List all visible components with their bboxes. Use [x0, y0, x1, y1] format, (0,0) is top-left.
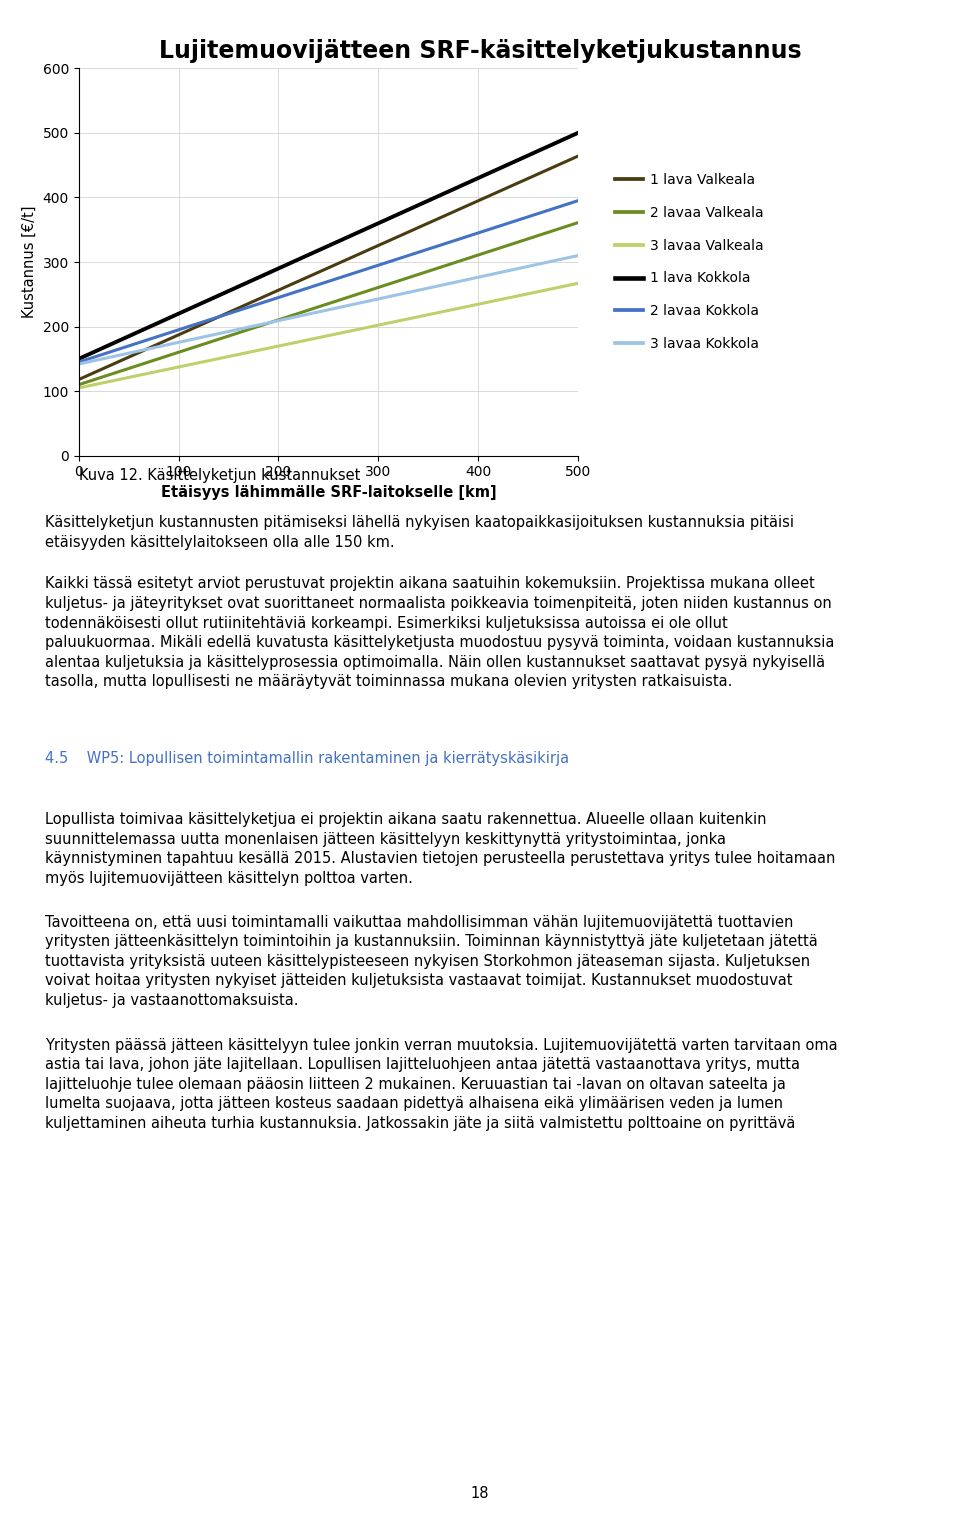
1 lava Kokkola: [525, 144, 537, 163]
3 lavaa Kokkola: [378, 289, 390, 307]
1 lava Valkeala: [378, 234, 390, 252]
1 lava Valkeala: [371, 237, 382, 255]
1 lava Kokkola: [493, 159, 505, 178]
Text: Käsittelyketjun kustannusten pitämiseksi lähellä nykyisen kaatopaikkasijoituksen: Käsittelyketjun kustannusten pitämiseksi…: [45, 515, 794, 550]
3 lavaa Kokkola: [572, 246, 584, 264]
Text: Yritysten päässä jätteen käsittelyyn tulee jonkin verran muutoksia. Lujitemuovij: Yritysten päässä jätteen käsittelyyn tul…: [45, 1037, 838, 1132]
3 lavaa Valkeala: [369, 317, 380, 336]
1 lava Valkeala: [75, 369, 86, 387]
Line: 1 lava Valkeala: 1 lava Valkeala: [79, 156, 578, 380]
1 lava Kokkola: [73, 349, 84, 368]
2 lavaa Valkeala: [378, 276, 390, 295]
2 lavaa Valkeala: [493, 238, 505, 257]
1 lava Kokkola: [75, 349, 86, 368]
2 lavaa Valkeala: [572, 214, 584, 232]
2 lavaa Kokkola: [493, 217, 505, 235]
1 lava Kokkola: [371, 216, 382, 234]
2 lavaa Kokkola: [369, 257, 380, 275]
Line: 3 lavaa Valkeala: 3 lavaa Valkeala: [79, 284, 578, 387]
3 lavaa Kokkola: [525, 257, 537, 275]
1 lava Valkeala: [369, 238, 380, 257]
2 lavaa Valkeala: [371, 279, 382, 298]
Text: Lujitemuovijätteen SRF-käsittelyketjukustannus: Lujitemuovijätteen SRF-käsittelyketjukus…: [158, 39, 802, 62]
Y-axis label: Kustannus [€/t]: Kustannus [€/t]: [22, 205, 37, 319]
Text: 18: 18: [470, 1486, 490, 1501]
2 lavaa Valkeala: [525, 229, 537, 248]
3 lavaa Valkeala: [378, 314, 390, 333]
X-axis label: Etäisyys lähimmälle SRF-laitokselle [km]: Etäisyys lähimmälle SRF-laitokselle [km]: [160, 485, 496, 500]
2 lavaa Valkeala: [73, 375, 84, 393]
1 lava Valkeala: [73, 371, 84, 389]
3 lavaa Valkeala: [493, 290, 505, 308]
3 lavaa Valkeala: [371, 316, 382, 334]
Line: 2 lavaa Valkeala: 2 lavaa Valkeala: [79, 223, 578, 384]
1 lava Valkeala: [493, 182, 505, 201]
Text: Kuva 12. Käsittelyketjun kustannukset: Kuva 12. Käsittelyketjun kustannukset: [79, 468, 360, 483]
2 lavaa Kokkola: [525, 207, 537, 225]
Text: 4.5    WP5: Lopullisen toimintamallin rakentaminen ja kierrätyskäsikirja: 4.5 WP5: Lopullisen toimintamallin raken…: [45, 750, 569, 766]
2 lavaa Kokkola: [371, 257, 382, 275]
2 lavaa Valkeala: [75, 375, 86, 393]
Text: Lopullista toimivaa käsittelyketjua ei projektin aikana saatu rakennettua. Aluee: Lopullista toimivaa käsittelyketjua ei p…: [45, 813, 835, 886]
1 lava Kokkola: [572, 125, 584, 143]
3 lavaa Kokkola: [73, 355, 84, 374]
1 lava Valkeala: [572, 147, 584, 166]
Text: Kaikki tässä esitetyt arviot perustuvat projektin aikana saatuihin kokemuksiin. : Kaikki tässä esitetyt arviot perustuvat …: [45, 576, 834, 690]
2 lavaa Kokkola: [75, 352, 86, 371]
Legend: 1 lava Valkeala, 2 lavaa Valkeala, 3 lavaa Valkeala, 1 lava Kokkola, 2 lavaa Kok: 1 lava Valkeala, 2 lavaa Valkeala, 3 lav…: [614, 173, 763, 351]
1 lava Valkeala: [525, 169, 537, 187]
3 lavaa Kokkola: [369, 290, 380, 308]
1 lava Kokkola: [378, 211, 390, 229]
2 lavaa Valkeala: [369, 279, 380, 298]
3 lavaa Valkeala: [75, 378, 86, 396]
Line: 2 lavaa Kokkola: 2 lavaa Kokkola: [79, 201, 578, 362]
3 lavaa Valkeala: [572, 275, 584, 293]
2 lavaa Kokkola: [378, 254, 390, 272]
3 lavaa Kokkola: [493, 263, 505, 281]
3 lavaa Valkeala: [73, 378, 84, 396]
Line: 3 lavaa Kokkola: 3 lavaa Kokkola: [79, 255, 578, 365]
2 lavaa Kokkola: [572, 191, 584, 210]
3 lavaa Valkeala: [525, 284, 537, 302]
1 lava Kokkola: [369, 216, 380, 234]
3 lavaa Kokkola: [371, 290, 382, 308]
2 lavaa Kokkola: [73, 352, 84, 371]
Line: 1 lava Kokkola: 1 lava Kokkola: [79, 134, 578, 358]
3 lavaa Kokkola: [75, 354, 86, 372]
Text: Tavoitteena on, että uusi toimintamalli vaikuttaa mahdollisimman vähän lujitemuo: Tavoitteena on, että uusi toimintamalli …: [45, 914, 818, 1009]
